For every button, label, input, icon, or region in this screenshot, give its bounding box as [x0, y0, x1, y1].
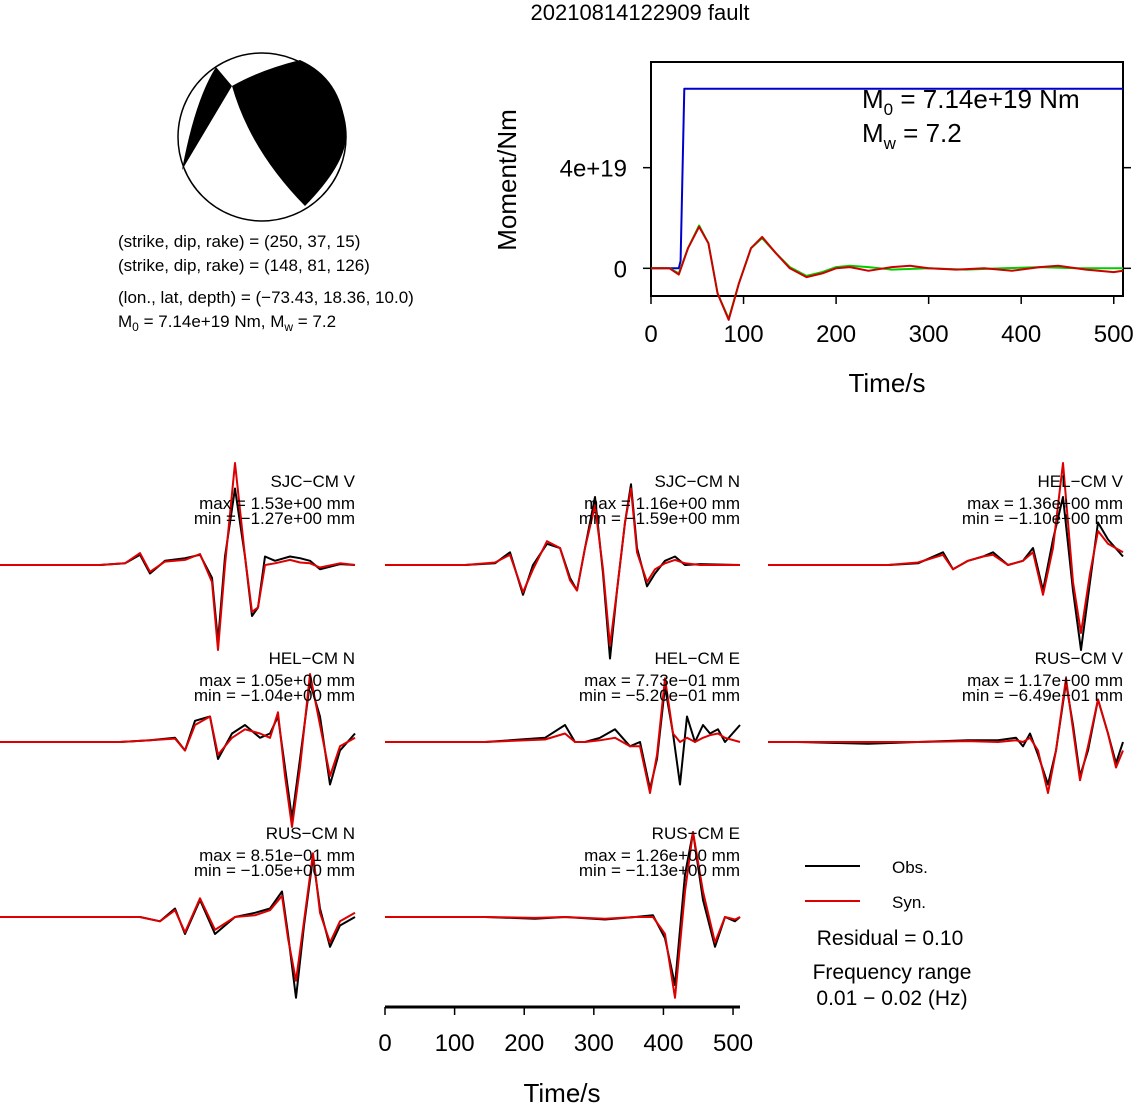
station-label: HEL−CM N [269, 649, 355, 668]
max-amplitude: max = 1.05e+00 mm [199, 671, 355, 690]
beachball-icon [177, 52, 347, 222]
moment-xtick-label: 400 [1001, 321, 1041, 348]
max-amplitude: max = 1.26e+00 mm [584, 846, 740, 865]
synthetic-trace [385, 487, 740, 647]
moment-axes: 0 100 200 300 400 500 0 4e+19 [560, 156, 1134, 348]
max-amplitude: max = 7.73e−01 mm [584, 671, 740, 690]
max-amplitude: max = 8.51e−01 mm [199, 846, 355, 865]
moment-plot-frame [650, 61, 1124, 297]
moment-ytick-label: 4e+19 [560, 156, 627, 183]
moment-xtick-label: 0 [644, 321, 657, 348]
location-line: (lon., lat, depth) = (−73.43, 18.36, 10.… [118, 288, 414, 307]
waveform-xlabel: Time/s [523, 1078, 600, 1104]
moment-series [651, 87, 1124, 321]
synthetic-trace [768, 677, 1124, 794]
min-amplitude: min = −1.27e+00 mm [194, 509, 355, 528]
min-amplitude: min = −1.13e+00 mm [579, 861, 740, 880]
station-label: RUS−CM N [266, 824, 355, 843]
figure-title: 20210814122909 fault [531, 0, 750, 25]
moment-ytick-label: 0 [614, 256, 627, 283]
moment-xtick-label: 200 [816, 321, 856, 348]
magnitude-line: M0 = 7.14e+19 Nm, Mw = 7.2 [118, 312, 336, 334]
nodal-plane-2: (strike, dip, rake) = (148, 81, 126) [118, 256, 370, 275]
synthetic-trace [0, 852, 356, 982]
synthetic-trace [768, 462, 1124, 634]
station-label: HEL−CM E [655, 649, 741, 668]
waveform-xtick-label: 100 [435, 1030, 475, 1057]
moment-series-2 [651, 225, 1124, 321]
synthetic-trace [385, 677, 741, 794]
max-amplitude: max = 1.17e+00 mm [967, 671, 1123, 690]
station-label: SJC−CM N [655, 472, 740, 491]
synthetic-trace [0, 673, 356, 828]
min-amplitude: min = −1.04e+00 mm [194, 686, 355, 705]
moment-ylabel: Moment/Nm [492, 109, 522, 251]
max-amplitude: max = 1.36e+00 mm [967, 494, 1123, 513]
waveform-xtick-label: 200 [504, 1030, 544, 1057]
min-amplitude: min = −1.05e+00 mm [194, 861, 355, 880]
moment-annotation-m0: M0 = 7.14e+19 Nm [862, 84, 1080, 119]
waveform-xtick-label: 500 [713, 1030, 753, 1057]
legend: Obs. Syn. Residual = 0.10 Frequency rang… [805, 858, 971, 1010]
station-label: SJC−CM V [270, 472, 355, 491]
waveform-xtick-label: 300 [574, 1030, 614, 1057]
min-amplitude: min = −5.20e−01 mm [579, 686, 740, 705]
moment-xtick-label: 300 [909, 321, 949, 348]
synthetic-trace [0, 462, 356, 651]
synthetic-trace [385, 831, 741, 999]
station-label: HEL−CM V [1038, 472, 1124, 491]
max-amplitude: max = 1.16e+00 mm [584, 494, 740, 513]
moment-xtick-label: 500 [1094, 321, 1134, 348]
max-amplitude: max = 1.53e+00 mm [199, 494, 355, 513]
station-label: RUS−CM E [652, 824, 740, 843]
frequency-range-value: 0.01 − 0.02 (Hz) [816, 987, 967, 1010]
moment-xlabel: Time/s [848, 368, 925, 398]
waveform-xtick-label: 0 [378, 1030, 391, 1057]
residual-text: Residual = 0.10 [817, 927, 964, 950]
min-amplitude: min = −1.59e+00 mm [579, 509, 740, 528]
station-label: RUS−CM V [1035, 649, 1124, 668]
mechanism-info: (strike, dip, rake) = (250, 37, 15) (str… [118, 232, 414, 334]
waveform-xtick-label: 400 [643, 1030, 683, 1057]
min-amplitude: min = −6.49e−01 mm [962, 686, 1123, 705]
moment-annotation-mw: Mw = 7.2 [862, 118, 962, 153]
legend-obs-label: Obs. [892, 858, 928, 877]
frequency-range-label: Frequency range [813, 961, 972, 984]
legend-syn-label: Syn. [892, 893, 926, 912]
nodal-plane-1: (strike, dip, rake) = (250, 37, 15) [118, 232, 360, 251]
min-amplitude: min = −1.10e+00 mm [962, 509, 1123, 528]
moment-xtick-label: 100 [724, 321, 764, 348]
waveform-time-axis: Time/s 0 100 200 300 400 500 [378, 1005, 753, 1104]
